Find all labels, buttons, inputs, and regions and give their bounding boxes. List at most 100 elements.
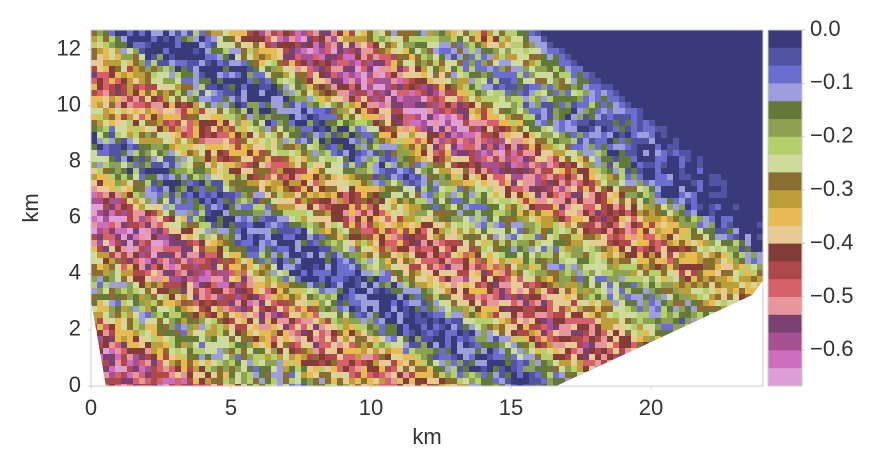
- contour-cell: [445, 144, 451, 150]
- contour-cell: [349, 174, 355, 180]
- contour-cell: [379, 120, 385, 126]
- contour-cell: [541, 342, 547, 348]
- contour-cell: [475, 84, 481, 90]
- contour-cell: [601, 288, 607, 294]
- contour-cell: [193, 276, 199, 282]
- contour-cell: [379, 270, 385, 276]
- contour-cell: [319, 336, 325, 342]
- contour-cell: [121, 36, 127, 42]
- contour-cell: [253, 276, 259, 282]
- contour-cell: [505, 318, 511, 324]
- contour-cell: [295, 378, 301, 384]
- contour-cell: [109, 294, 115, 300]
- contour-cell: [553, 54, 559, 60]
- contour-cell: [451, 66, 457, 72]
- contour-cell: [553, 276, 559, 282]
- contour-cell: [241, 378, 247, 384]
- contour-cell: [277, 288, 283, 294]
- contour-cell: [535, 216, 541, 222]
- contour-cell: [127, 126, 133, 132]
- contour-cell: [427, 258, 433, 264]
- contour-cell: [337, 108, 343, 114]
- contour-cell: [235, 228, 241, 234]
- contour-cell: [259, 210, 265, 216]
- contour-cell: [337, 48, 343, 54]
- contour-cell: [451, 282, 457, 288]
- contour-cell: [433, 348, 439, 354]
- contour-cell: [139, 384, 145, 386]
- contour-cell: [427, 330, 433, 336]
- contour-cell: [277, 270, 283, 276]
- contour-cell: [523, 210, 529, 216]
- contour-cell: [439, 192, 445, 198]
- contour-cell: [199, 78, 205, 84]
- contour-cell: [283, 264, 289, 270]
- contour-cell: [565, 168, 571, 174]
- contour-cell: [517, 264, 523, 270]
- contour-cell: [469, 336, 475, 342]
- contour-cell: [139, 138, 145, 144]
- contour-cell: [367, 234, 373, 240]
- contour-cell: [223, 162, 229, 168]
- contour-cell: [565, 330, 571, 336]
- contour-cell: [199, 234, 205, 240]
- contour-cell: [457, 174, 463, 180]
- contour-cell: [217, 132, 223, 138]
- contour-cell: [211, 84, 217, 90]
- contour-cell: [187, 198, 193, 204]
- contour-cell: [151, 276, 157, 282]
- contour-cell: [301, 138, 307, 144]
- contour-cell: [577, 372, 583, 378]
- contour-cell: [481, 258, 487, 264]
- contour-cell: [445, 186, 451, 192]
- contour-cell: [355, 294, 361, 300]
- contour-cell: [289, 30, 295, 36]
- contour-cell: [505, 288, 511, 294]
- contour-cell: [529, 36, 535, 42]
- contour-cell: [127, 228, 133, 234]
- contour-cell: [349, 354, 355, 360]
- contour-cell: [451, 288, 457, 294]
- contour-cell: [571, 168, 577, 174]
- contour-cell: [547, 180, 553, 186]
- contour-cell: [181, 360, 187, 366]
- contour-cell: [565, 276, 571, 282]
- contour-cell: [319, 54, 325, 60]
- contour-cell: [559, 78, 565, 84]
- contour-cell: [235, 36, 241, 42]
- contour-cell: [421, 288, 427, 294]
- contour-cell: [319, 312, 325, 318]
- contour-cell: [265, 102, 271, 108]
- contour-cell: [367, 360, 373, 366]
- contour-cell: [463, 174, 469, 180]
- contour-cell: [445, 294, 451, 300]
- contour-cell: [481, 102, 487, 108]
- contour-cell: [187, 144, 193, 150]
- contour-cell: [163, 348, 169, 354]
- contour-cell: [463, 120, 469, 126]
- contour-cell: [127, 108, 133, 114]
- contour-cell: [463, 222, 469, 228]
- contour-cell: [91, 42, 97, 48]
- contour-cell: [289, 366, 295, 372]
- contour-cell: [607, 156, 613, 162]
- contour-cell: [277, 162, 283, 168]
- contour-cell: [439, 312, 445, 318]
- contour-cell: [277, 246, 283, 252]
- contour-cell: [547, 162, 553, 168]
- contour-cell: [487, 300, 493, 306]
- contour-cell: [385, 336, 391, 342]
- contour-cell: [247, 294, 253, 300]
- contour-cell: [175, 240, 181, 246]
- contour-cell: [277, 48, 283, 54]
- contour-cell: [571, 204, 577, 210]
- contour-cell: [547, 114, 553, 120]
- contour-cell: [373, 114, 379, 120]
- contour-cell: [409, 78, 415, 84]
- contour-cell: [565, 198, 571, 204]
- contour-cell: [97, 120, 103, 126]
- contour-cell: [499, 354, 505, 360]
- contour-cell: [283, 108, 289, 114]
- contour-cell: [319, 102, 325, 108]
- contour-cell: [535, 126, 541, 132]
